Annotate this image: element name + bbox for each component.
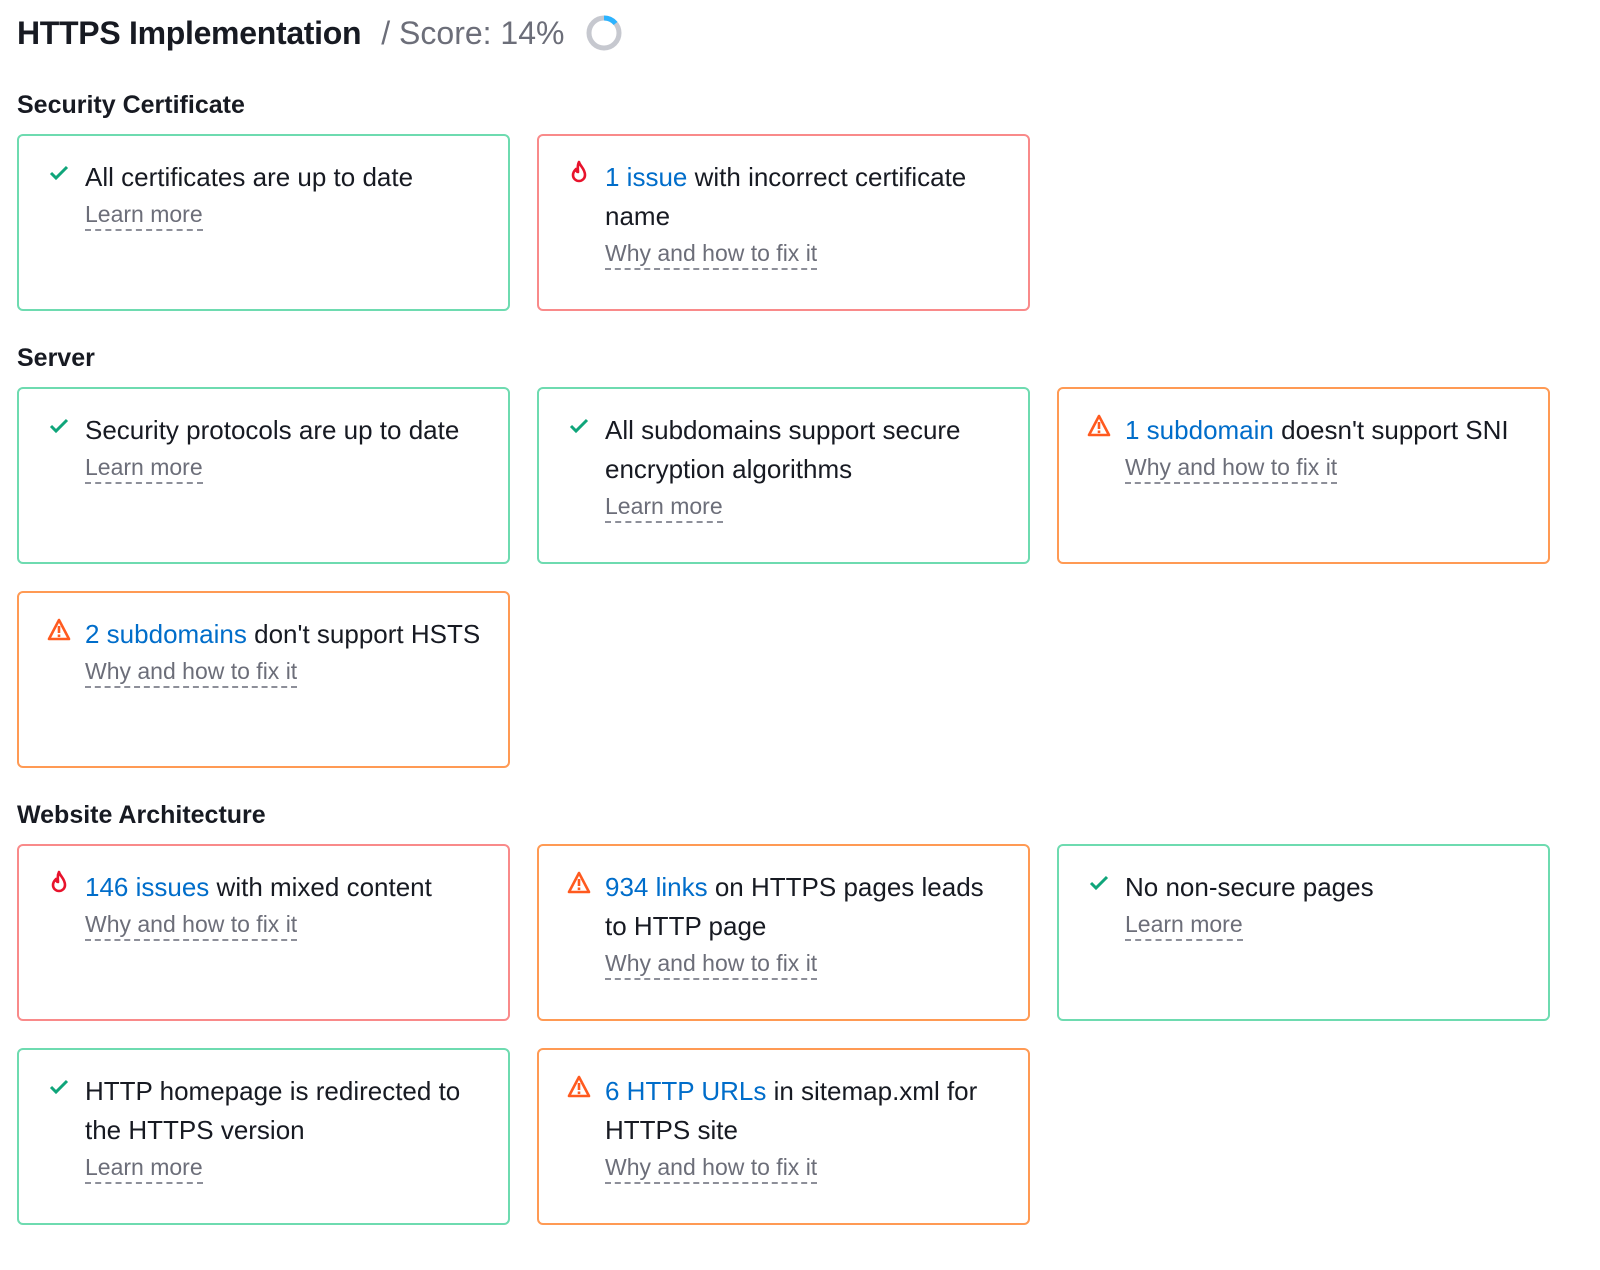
card-text: on HTTPS pages leads to HTTP page <box>605 872 984 941</box>
card-message: 2 subdomains don't support HSTS <box>85 615 488 654</box>
learn-more-link[interactable]: Learn more <box>85 452 203 484</box>
warning-icon <box>1087 413 1111 439</box>
issue-card-ok: All subdomains support secure encryption… <box>537 387 1030 564</box>
issue-count-link[interactable]: 6 HTTP URLs <box>605 1076 767 1106</box>
score-label: / Score: 14% <box>381 14 565 51</box>
card-message: 1 issue with incorrect certificate name <box>605 158 1008 236</box>
fix-it-link[interactable]: Why and how to fix it <box>85 656 298 688</box>
issue-card-warning: 6 HTTP URLs in sitemap.xml for HTTPS sit… <box>537 1048 1030 1225</box>
section-server: Server Security protocols are up to date… <box>17 343 1550 768</box>
fix-it-link[interactable]: Why and how to fix it <box>605 238 818 270</box>
issue-count-link[interactable]: 1 issue <box>605 162 688 192</box>
issue-card-ok: No non-secure pages Learn more <box>1057 844 1550 1021</box>
issue-card-ok: All certificates are up to date Learn mor… <box>17 134 510 311</box>
donut-fill <box>586 15 622 51</box>
card-text: with incorrect certificate name <box>605 162 967 231</box>
check-icon <box>47 1074 71 1100</box>
issue-card-error: 1 issue with incorrect certificate name W… <box>537 134 1030 311</box>
section-website-architecture: Website Architecture 146 issues with mix… <box>17 800 1550 1225</box>
card-text: doesn't support SNI <box>1273 415 1509 445</box>
card-text: don't support HSTS <box>246 619 481 649</box>
warning-icon <box>567 1074 591 1100</box>
page-title: HTTPS Implementation <box>17 14 362 51</box>
card-text: with mixed content <box>209 872 432 902</box>
card-message: HTTP homepage is redirected to the HTTPS… <box>85 1072 488 1150</box>
score-donut-icon <box>586 15 622 51</box>
fix-it-link[interactable]: Why and how to fix it <box>605 1152 818 1184</box>
fire-icon <box>567 160 591 186</box>
issue-card-ok: HTTP homepage is redirected to the HTTPS… <box>17 1048 510 1225</box>
check-icon <box>567 413 591 439</box>
check-icon <box>1087 870 1111 896</box>
card-message: 146 issues with mixed content <box>85 868 488 907</box>
section-title: Server <box>17 344 95 372</box>
section-title: Security Certificate <box>17 91 245 119</box>
card-message: All certificates are up to date <box>85 158 488 197</box>
issue-count-link[interactable]: 2 subdomains <box>85 619 247 649</box>
fix-it-link[interactable]: Why and how to fix it <box>85 909 298 941</box>
card-message: No non-secure pages <box>1125 868 1528 907</box>
issue-count-link[interactable]: 1 subdomain <box>1125 415 1274 445</box>
learn-more-link[interactable]: Learn more <box>605 491 723 523</box>
issue-card-warning: 2 subdomains don't support HSTS Why and h… <box>17 591 510 768</box>
card-text: All certificates are up to date <box>85 162 414 192</box>
card-text: HTTP homepage is redirected to the HTTPS… <box>85 1076 461 1145</box>
issue-card-warning: 1 subdomain doesn't support SNI Why and h… <box>1057 387 1550 564</box>
issue-count-link[interactable]: 934 links <box>605 872 708 902</box>
section-title: Website Architecture <box>17 801 266 829</box>
card-message: 6 HTTP URLs in sitemap.xml for HTTPS sit… <box>605 1072 1008 1150</box>
section-security-certificate: Security Certificate All certificates ar… <box>17 90 1550 311</box>
fix-it-link[interactable]: Why and how to fix it <box>605 948 818 980</box>
issue-card-warning: 934 links on HTTPS pages leads to HTTP p… <box>537 844 1030 1021</box>
check-icon <box>47 160 71 186</box>
card-message: Security protocols are up to date <box>85 411 488 450</box>
fix-it-link[interactable]: Why and how to fix it <box>1125 452 1338 484</box>
page-header: HTTPS Implementation / Score: 14% <box>17 10 624 56</box>
card-message: All subdomains support secure encryption… <box>605 411 1008 489</box>
card-message: 1 subdomain doesn't support SNI <box>1125 411 1528 450</box>
card-text: All subdomains support secure encryption… <box>605 415 961 484</box>
issue-count-link[interactable]: 146 issues <box>85 872 210 902</box>
card-message: 934 links on HTTPS pages leads to HTTP p… <box>605 868 1008 946</box>
issue-card-ok: Security protocols are up to date Learn m… <box>17 387 510 564</box>
learn-more-link[interactable]: Learn more <box>1125 909 1243 941</box>
warning-icon <box>47 617 71 643</box>
issue-card-error: 146 issues with mixed content Why and how… <box>17 844 510 1021</box>
warning-icon <box>567 870 591 896</box>
card-text: Security protocols are up to date <box>85 415 460 445</box>
card-text: in sitemap.xml for HTTPS site <box>605 1076 978 1145</box>
learn-more-link[interactable]: Learn more <box>85 199 203 231</box>
learn-more-link[interactable]: Learn more <box>85 1152 203 1184</box>
fire-icon <box>47 870 71 896</box>
check-icon <box>47 413 71 439</box>
card-text: No non-secure pages <box>1125 872 1374 902</box>
